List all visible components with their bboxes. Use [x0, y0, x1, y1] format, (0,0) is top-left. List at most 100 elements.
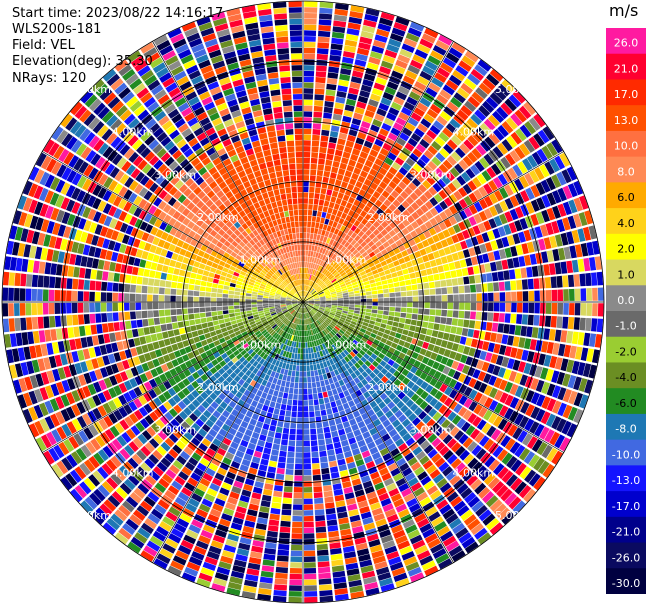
velocity-gate: [429, 377, 438, 387]
velocity-gate: [449, 389, 458, 399]
velocity-gate: [489, 205, 498, 217]
velocity-gate: [355, 459, 365, 467]
velocity-gate: [332, 319, 338, 324]
velocity-gate: [193, 296, 199, 302]
velocity-gate: [331, 37, 344, 45]
velocity-gate: [282, 497, 292, 504]
velocity-gate: [149, 326, 156, 334]
velocity-gate: [410, 202, 420, 211]
velocity-gate: [312, 474, 321, 481]
velocity-gate: [444, 386, 453, 396]
velocity-gate: [409, 272, 416, 279]
velocity-gate: [468, 204, 478, 215]
velocity-gate: [266, 536, 278, 544]
velocity-gate: [350, 591, 365, 599]
velocity-gate: [398, 428, 408, 438]
velocity-gate: [516, 314, 523, 325]
velocity-gate: [396, 195, 405, 204]
velocity-gate: [433, 401, 443, 411]
velocity-gate: [262, 423, 270, 431]
velocity-gate: [339, 469, 349, 477]
velocity-gate: [369, 427, 378, 436]
velocity-gate: [340, 528, 352, 536]
velocity-gate: [350, 204, 358, 212]
velocity-gate: [326, 340, 331, 347]
velocity-gate: [355, 299, 361, 302]
velocity-gate: [346, 164, 355, 173]
velocity-gate: [323, 200, 330, 207]
velocity-gate: [309, 341, 313, 348]
velocity-gate: [132, 266, 139, 276]
velocity-gate: [393, 22, 408, 32]
velocity-gate: [451, 343, 459, 352]
velocity-gate: [519, 466, 532, 480]
velocity-gate: [353, 64, 365, 73]
velocity-gate: [304, 573, 317, 580]
velocity-gate: [222, 293, 229, 298]
velocity-gate: [178, 269, 186, 277]
velocity-gate: [313, 105, 323, 112]
velocity-gate: [377, 153, 387, 162]
velocity-gate: [324, 496, 334, 503]
velocity-gate: [512, 500, 526, 514]
velocity-gate: [303, 94, 314, 100]
velocity-gate: [32, 330, 40, 344]
velocity-gate: [190, 272, 197, 279]
velocity-gate: [308, 302, 314, 305]
velocity-gate: [343, 227, 350, 234]
velocity-gate: [569, 345, 577, 359]
velocity-gate: [317, 164, 325, 171]
velocity-gate: [403, 274, 411, 280]
velocity-gate: [310, 288, 315, 294]
velocity-gate: [304, 319, 307, 325]
velocity-gate: [445, 123, 457, 134]
velocity-gate: [331, 298, 338, 301]
velocity-gate: [460, 509, 474, 522]
velocity-gate: [25, 303, 32, 316]
velocity-gate: [470, 164, 481, 176]
velocity-gate: [266, 394, 273, 401]
velocity-gate: [254, 528, 266, 536]
velocity-gate: [507, 258, 514, 269]
velocity-gate: [274, 384, 281, 391]
velocity-gate: [380, 60, 394, 70]
velocity-gate: [418, 333, 426, 341]
velocity-gate: [498, 249, 507, 260]
velocity-gate: [411, 375, 419, 383]
velocity-gate: [463, 375, 472, 386]
velocity-gate: [510, 347, 518, 358]
velocity-gate: [319, 235, 325, 242]
velocity-gate: [364, 404, 372, 412]
velocity-gate: [304, 1, 318, 8]
velocity-gate: [338, 79, 349, 87]
velocity-gate: [356, 334, 363, 340]
velocity-gate: [439, 504, 452, 515]
velocity-gate: [382, 503, 394, 513]
velocity-gate: [443, 106, 455, 117]
velocity-gate: [397, 222, 406, 231]
velocity-gate: [342, 56, 354, 64]
velocity-gate: [197, 268, 204, 275]
velocity-gate: [471, 444, 482, 456]
velocity-gate: [484, 352, 493, 362]
velocity-gate: [464, 100, 477, 112]
velocity-gate: [334, 447, 343, 455]
velocity-gate: [349, 304, 355, 308]
velocity-gate: [304, 279, 306, 285]
velocity-gate: [345, 456, 355, 464]
velocity-gate: [286, 405, 292, 411]
velocity-gate: [402, 162, 412, 172]
velocity-gate: [435, 338, 443, 346]
velocity-gate: [453, 403, 463, 414]
velocity-gate: [467, 413, 477, 424]
velocity-gate: [536, 197, 546, 210]
velocity-gate: [385, 137, 395, 147]
velocity-gate: [234, 295, 240, 299]
velocity-gate: [37, 316, 44, 329]
velocity-gate: [575, 244, 583, 258]
velocity-gate: [343, 323, 349, 328]
velocity-gate: [331, 308, 337, 311]
velocity-gate: [342, 421, 351, 429]
velocity-gate: [562, 316, 569, 329]
velocity-gate: [307, 312, 311, 318]
